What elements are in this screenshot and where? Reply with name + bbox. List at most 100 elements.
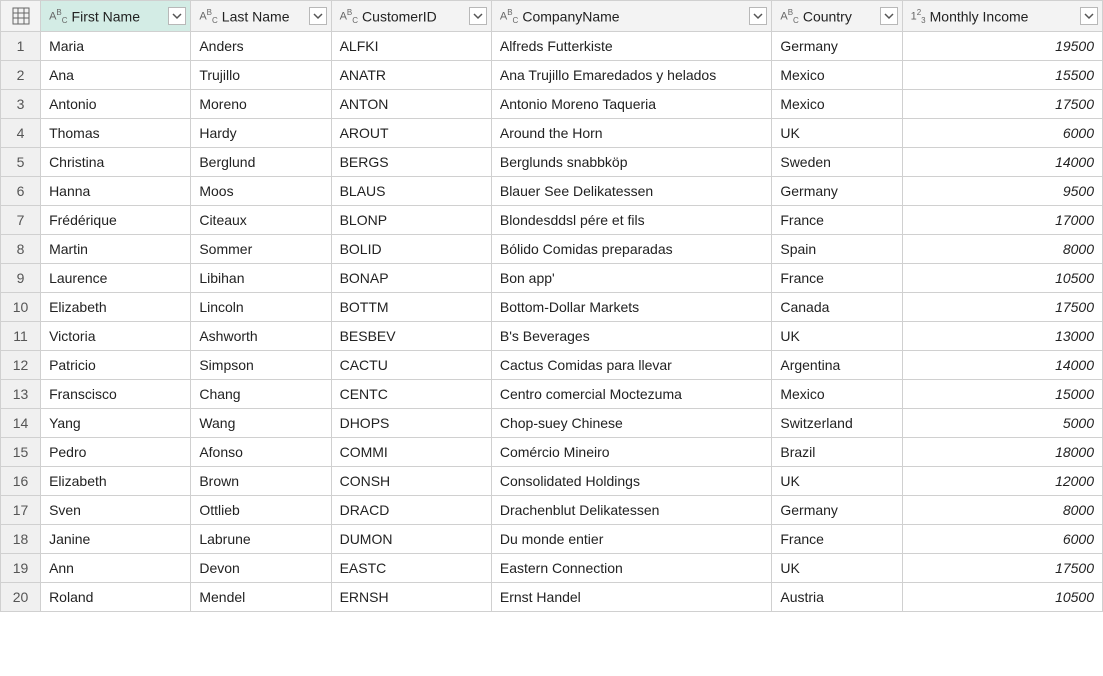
table-cell[interactable]: Chang: [191, 379, 331, 408]
table-cell[interactable]: 8000: [902, 495, 1102, 524]
table-cell[interactable]: CONSH: [331, 466, 491, 495]
table-cell[interactable]: Elizabeth: [41, 466, 191, 495]
table-cell[interactable]: Roland: [41, 582, 191, 611]
table-cell[interactable]: AROUT: [331, 118, 491, 147]
table-cell[interactable]: Hardy: [191, 118, 331, 147]
table-cell[interactable]: BLONP: [331, 205, 491, 234]
row-number[interactable]: 7: [1, 205, 41, 234]
table-cell[interactable]: COMMI: [331, 437, 491, 466]
table-cell[interactable]: France: [772, 205, 902, 234]
table-cell[interactable]: Franscisco: [41, 379, 191, 408]
table-cell[interactable]: Chop-suey Chinese: [491, 408, 772, 437]
row-number[interactable]: 2: [1, 60, 41, 89]
table-cell[interactable]: Frédérique: [41, 205, 191, 234]
table-cell[interactable]: Wang: [191, 408, 331, 437]
table-cell[interactable]: 10500: [902, 582, 1102, 611]
column-header[interactable]: 123Monthly Income: [902, 1, 1102, 32]
table-cell[interactable]: Pedro: [41, 437, 191, 466]
table-cell[interactable]: Berglund: [191, 147, 331, 176]
table-cell[interactable]: UK: [772, 321, 902, 350]
table-cell[interactable]: Mexico: [772, 379, 902, 408]
table-cell[interactable]: Anders: [191, 31, 331, 60]
row-number[interactable]: 1: [1, 31, 41, 60]
row-number[interactable]: 6: [1, 176, 41, 205]
table-cell[interactable]: Alfreds Futterkiste: [491, 31, 772, 60]
table-cell[interactable]: 6000: [902, 118, 1102, 147]
table-cell[interactable]: Citeaux: [191, 205, 331, 234]
table-cell[interactable]: Thomas: [41, 118, 191, 147]
column-header[interactable]: ABCCompanyName: [491, 1, 772, 32]
table-cell[interactable]: Devon: [191, 553, 331, 582]
filter-dropdown-button[interactable]: [749, 7, 767, 25]
table-cell[interactable]: 18000: [902, 437, 1102, 466]
table-cell[interactable]: DUMON: [331, 524, 491, 553]
table-cell[interactable]: BERGS: [331, 147, 491, 176]
table-cell[interactable]: B's Beverages: [491, 321, 772, 350]
table-cell[interactable]: ANATR: [331, 60, 491, 89]
filter-dropdown-button[interactable]: [1080, 7, 1098, 25]
table-cell[interactable]: CENTC: [331, 379, 491, 408]
table-cell[interactable]: Spain: [772, 234, 902, 263]
table-cell[interactable]: ALFKI: [331, 31, 491, 60]
filter-dropdown-button[interactable]: [168, 7, 186, 25]
table-cell[interactable]: ERNSH: [331, 582, 491, 611]
filter-dropdown-button[interactable]: [880, 7, 898, 25]
row-number[interactable]: 18: [1, 524, 41, 553]
row-number[interactable]: 20: [1, 582, 41, 611]
table-cell[interactable]: Mexico: [772, 89, 902, 118]
table-cell[interactable]: Comércio Mineiro: [491, 437, 772, 466]
table-cell[interactable]: Martin: [41, 234, 191, 263]
table-cell[interactable]: Mendel: [191, 582, 331, 611]
table-cell[interactable]: Canada: [772, 292, 902, 321]
row-number[interactable]: 14: [1, 408, 41, 437]
row-number[interactable]: 13: [1, 379, 41, 408]
table-cell[interactable]: BLAUS: [331, 176, 491, 205]
table-cell[interactable]: 17000: [902, 205, 1102, 234]
table-cell[interactable]: BOTTM: [331, 292, 491, 321]
row-number[interactable]: 17: [1, 495, 41, 524]
table-cell[interactable]: UK: [772, 118, 902, 147]
table-cell[interactable]: BONAP: [331, 263, 491, 292]
filter-dropdown-button[interactable]: [309, 7, 327, 25]
table-cell[interactable]: Cactus Comidas para llevar: [491, 350, 772, 379]
row-number[interactable]: 4: [1, 118, 41, 147]
table-cell[interactable]: Drachenblut Delikatessen: [491, 495, 772, 524]
table-cell[interactable]: UK: [772, 466, 902, 495]
column-header[interactable]: ABCCountry: [772, 1, 902, 32]
table-cell[interactable]: DRACD: [331, 495, 491, 524]
table-cell[interactable]: EASTC: [331, 553, 491, 582]
table-cell[interactable]: Lincoln: [191, 292, 331, 321]
table-cell[interactable]: Simpson: [191, 350, 331, 379]
table-cell[interactable]: 8000: [902, 234, 1102, 263]
table-cell[interactable]: France: [772, 263, 902, 292]
table-cell[interactable]: BOLID: [331, 234, 491, 263]
table-cell[interactable]: Bottom-Dollar Markets: [491, 292, 772, 321]
table-cell[interactable]: 10500: [902, 263, 1102, 292]
table-cell[interactable]: France: [772, 524, 902, 553]
table-cell[interactable]: 14000: [902, 350, 1102, 379]
table-cell[interactable]: Germany: [772, 31, 902, 60]
table-cell[interactable]: Ernst Handel: [491, 582, 772, 611]
filter-dropdown-button[interactable]: [469, 7, 487, 25]
table-cell[interactable]: Austria: [772, 582, 902, 611]
table-cell[interactable]: Antonio Moreno Taqueria: [491, 89, 772, 118]
row-number[interactable]: 16: [1, 466, 41, 495]
row-number[interactable]: 11: [1, 321, 41, 350]
table-cell[interactable]: UK: [772, 553, 902, 582]
table-cell[interactable]: Sweden: [772, 147, 902, 176]
table-cell[interactable]: Blauer See Delikatessen: [491, 176, 772, 205]
table-cell[interactable]: Elizabeth: [41, 292, 191, 321]
table-cell[interactable]: Libihan: [191, 263, 331, 292]
table-cell[interactable]: Blondesddsl pére et fils: [491, 205, 772, 234]
table-cell[interactable]: ANTON: [331, 89, 491, 118]
row-number[interactable]: 3: [1, 89, 41, 118]
table-cell[interactable]: 19500: [902, 31, 1102, 60]
table-cell[interactable]: Argentina: [772, 350, 902, 379]
table-cell[interactable]: Laurence: [41, 263, 191, 292]
table-cell[interactable]: Antonio: [41, 89, 191, 118]
table-cell[interactable]: Brown: [191, 466, 331, 495]
table-cell[interactable]: Yang: [41, 408, 191, 437]
table-cell[interactable]: Ana Trujillo Emaredados y helados: [491, 60, 772, 89]
table-cell[interactable]: Centro comercial Moctezuma: [491, 379, 772, 408]
table-cell[interactable]: Hanna: [41, 176, 191, 205]
